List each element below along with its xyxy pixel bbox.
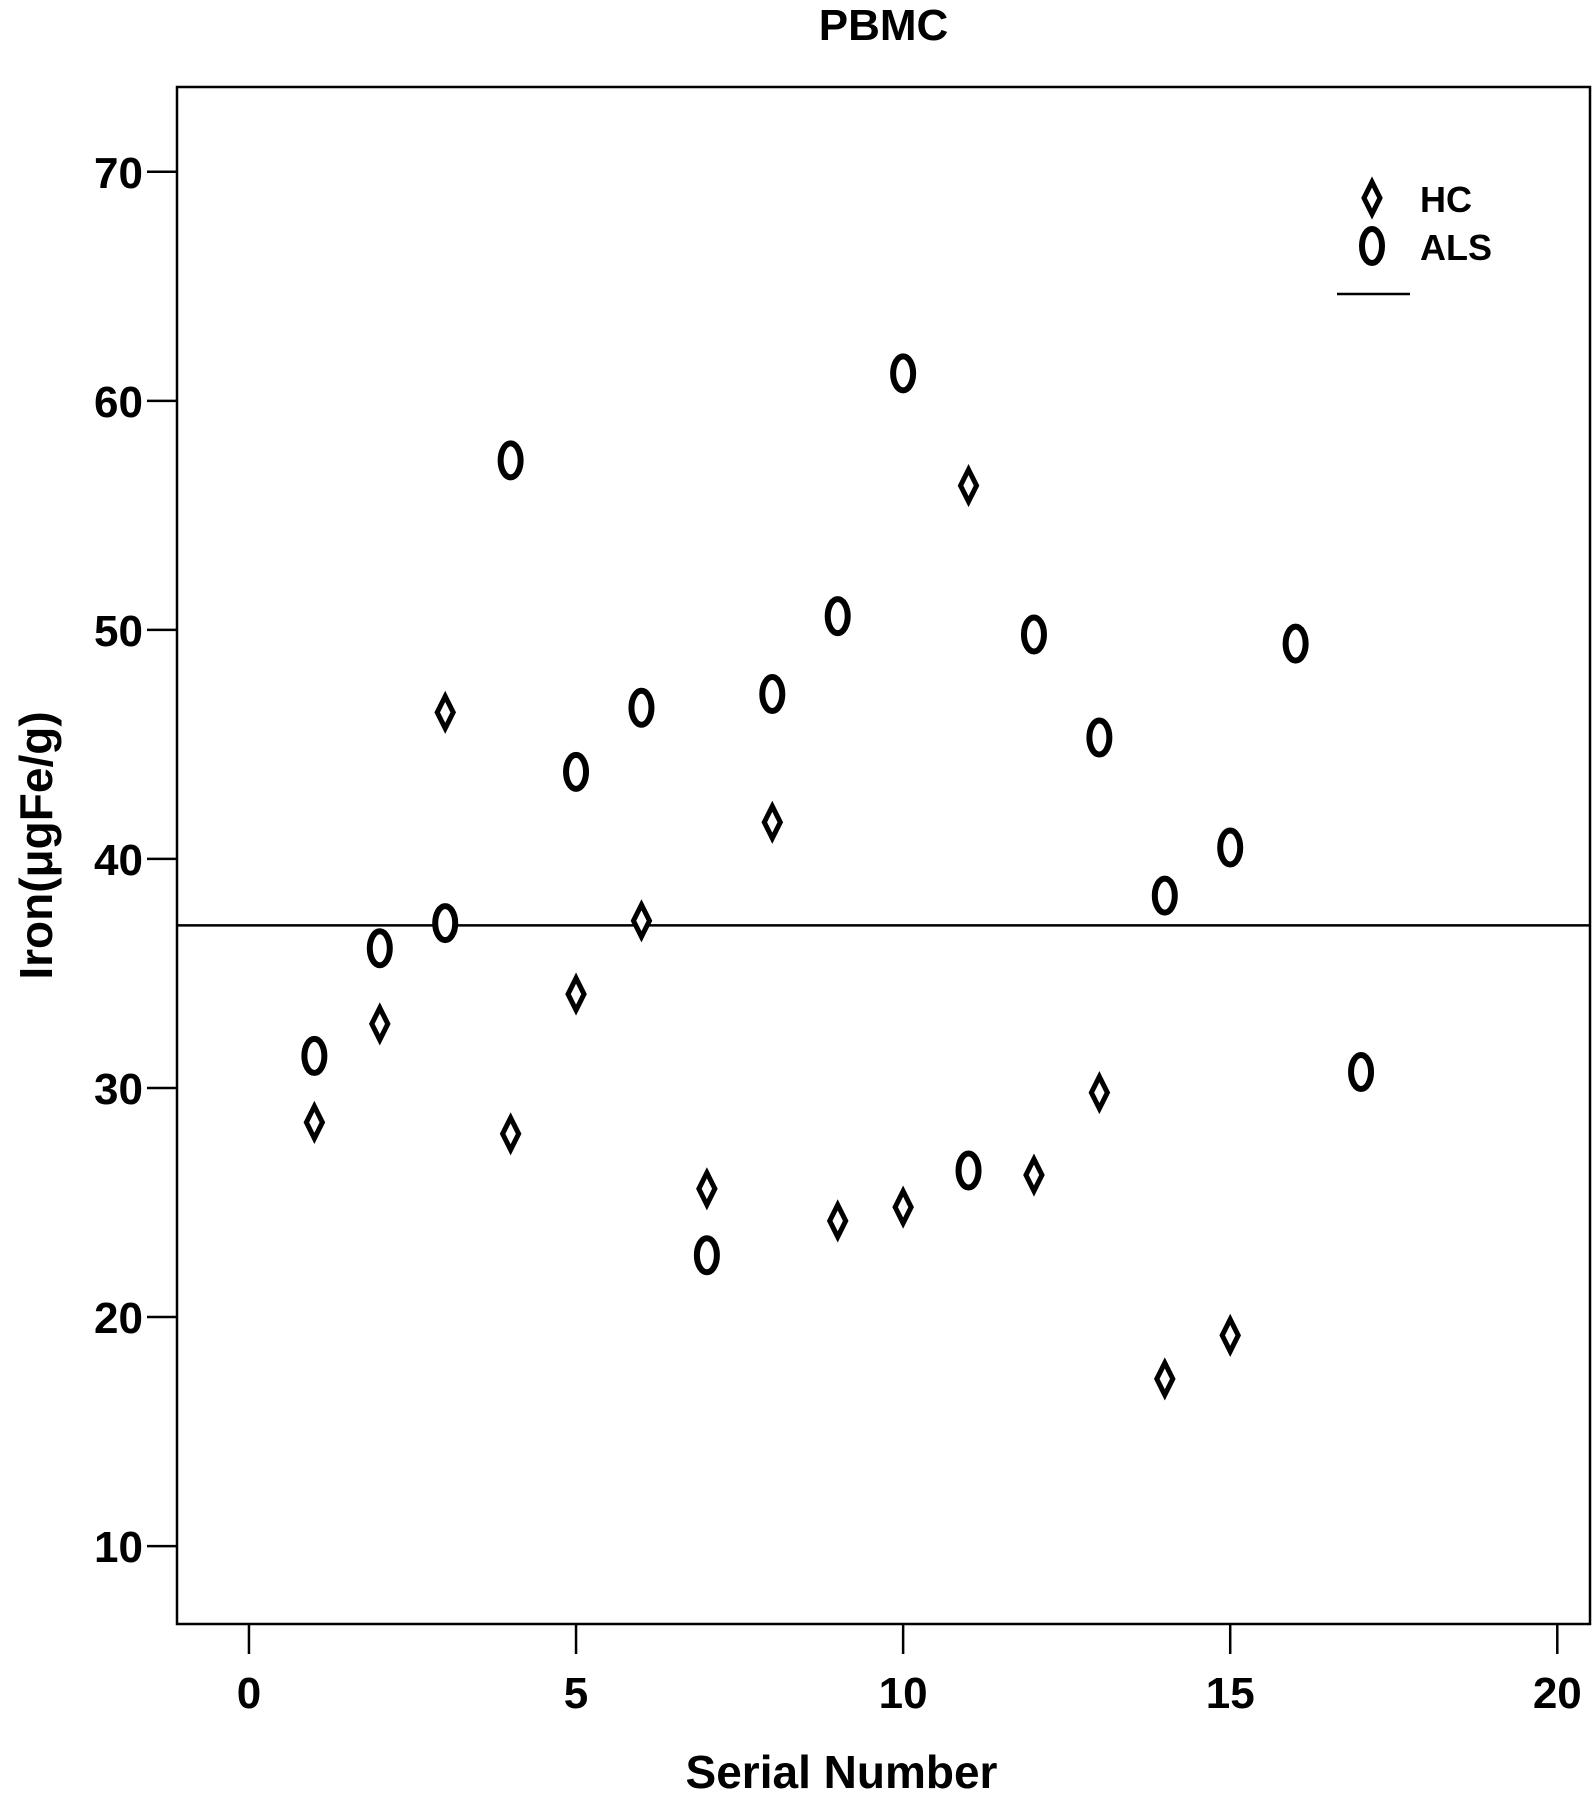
als-point (1151, 875, 1178, 916)
als-point (628, 687, 655, 728)
als-point (301, 1035, 328, 1076)
hc-point (565, 972, 587, 1016)
als-point (759, 674, 786, 715)
hc-point (696, 1167, 718, 1211)
als-point (824, 596, 851, 637)
hc-point (630, 899, 653, 943)
als-point (955, 1150, 982, 1191)
data-markers (301, 353, 1375, 1401)
hc-point (1023, 1153, 1045, 1197)
y-tick-label: 40 (94, 836, 143, 885)
als-point (563, 751, 590, 792)
y-tick-label: 10 (94, 1523, 143, 1572)
hc-point (1088, 1070, 1111, 1115)
als-point (432, 903, 459, 944)
y-tick-label: 30 (94, 1065, 143, 1114)
legend-hc-diamond-icon (1361, 176, 1383, 220)
als-point (1020, 614, 1047, 655)
plot-frame (175, 85, 1592, 1626)
hc-point (892, 1185, 914, 1229)
hc-point (368, 1002, 391, 1046)
y-axis-label: Iron(μgFe/g) (10, 711, 62, 979)
als-point (1217, 827, 1244, 868)
als-point (1348, 1051, 1375, 1092)
als-point (497, 440, 524, 481)
hc-point (826, 1199, 849, 1243)
hc-point (957, 463, 980, 508)
legend-hc-label: HC (1420, 179, 1472, 220)
y-tick-label: 70 (94, 149, 143, 198)
hc-point (761, 800, 784, 844)
x-axis: 0 5 10 15 20 (237, 1624, 1582, 1718)
als-point (890, 353, 917, 394)
als-point (366, 928, 393, 969)
hc-point (1219, 1313, 1242, 1357)
hc-point (499, 1112, 522, 1156)
x-tick-label: 5 (564, 1669, 588, 1718)
chart-title: PBMC (819, 1, 949, 50)
als-point (693, 1235, 720, 1276)
x-tick-label: 0 (237, 1669, 261, 1718)
y-tick-label: 20 (94, 1294, 143, 1343)
als-point (1086, 717, 1113, 758)
legend-diamond-shape (1361, 176, 1383, 220)
legend-ellipse-shape (1359, 226, 1385, 266)
x-tick-label: 10 (879, 1669, 928, 1718)
legend-als-ellipse-icon (1359, 226, 1385, 266)
hc-point (303, 1100, 326, 1144)
legend-als-label: ALS (1420, 227, 1492, 268)
als-point (1282, 623, 1309, 664)
x-tick-label: 15 (1206, 1669, 1255, 1718)
y-axis: 10 20 30 40 50 60 70 (94, 149, 177, 1572)
y-tick-label: 50 (94, 607, 143, 656)
hc-point (1153, 1357, 1176, 1401)
legend: HC ALS (1337, 176, 1492, 296)
x-tick-label: 20 (1533, 1669, 1582, 1718)
hc-point (434, 690, 457, 734)
x-axis-label: Serial Number (686, 1746, 998, 1798)
y-tick-label: 60 (94, 378, 143, 427)
